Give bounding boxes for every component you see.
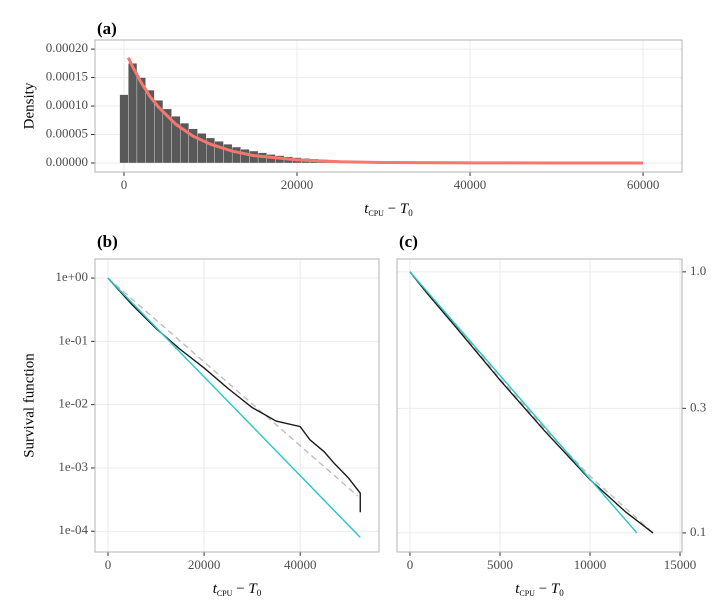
x-axis-title-part: 0 (408, 208, 413, 218)
panel-title: (b) (97, 232, 118, 251)
plot-border (94, 39, 683, 173)
x-axis-title-part: − (535, 581, 551, 597)
x-axis-title-part: T (400, 201, 410, 217)
histogram-bar (231, 146, 241, 164)
y-tick-label: 1e-03 (58, 459, 88, 474)
histogram-bar (128, 63, 138, 164)
y-tick-label: 0.3 (690, 399, 706, 414)
y-tick-label: 1e-01 (58, 332, 88, 347)
plot-border (396, 258, 683, 553)
survival-line (107, 277, 361, 538)
x-tick-label: 10000 (574, 557, 607, 572)
x-axis-title: tCPU − T0 (213, 581, 262, 598)
survival-line (409, 271, 654, 534)
y-tick-label: 1.0 (690, 263, 706, 278)
y-tick-label: 0.00010 (46, 97, 88, 112)
x-tick-label: 5000 (487, 557, 513, 572)
density-curve (126, 57, 644, 165)
histogram-bar (119, 94, 129, 164)
histogram-bar (136, 77, 146, 164)
histogram-bar (240, 149, 250, 164)
x-tick-label: 60000 (627, 177, 660, 192)
x-axis-title-part: t (515, 581, 520, 597)
x-axis-title-part: t (213, 581, 218, 597)
x-axis-title-part: 0 (559, 588, 564, 598)
y-tick-label: 0.00020 (46, 40, 88, 55)
x-tick-label: 0 (105, 557, 112, 572)
plot-border (94, 258, 380, 553)
x-axis-title-part: T (248, 581, 258, 597)
y-tick-label: 0.00015 (46, 69, 88, 84)
x-axis-title-part: − (232, 581, 248, 597)
x-axis-title-part: CPU (519, 589, 535, 598)
survival-line (409, 271, 638, 534)
x-axis-title-part: − (384, 201, 400, 217)
y-axis-title: Density (21, 82, 37, 129)
histogram-bar (223, 144, 233, 164)
x-tick-label: 0 (407, 557, 414, 572)
x-axis-title-part: T (551, 581, 561, 597)
survival-line (107, 277, 359, 497)
x-tick-label: 40000 (454, 177, 487, 192)
y-tick-label: 1e+00 (55, 269, 88, 284)
x-tick-label: 20000 (188, 557, 221, 572)
x-axis-title-part: CPU (217, 589, 233, 598)
x-tick-label: 0 (121, 177, 128, 192)
survival-line (409, 271, 654, 534)
y-tick-label: 1e-02 (58, 396, 88, 411)
plot-background (95, 259, 379, 552)
x-axis-title-part: 0 (257, 588, 262, 598)
y-tick-label: 0.00005 (46, 126, 88, 141)
x-tick-label: 15000 (664, 557, 697, 572)
panel-title: (c) (399, 232, 418, 251)
x-axis-title: tCPU − T0 (515, 581, 564, 598)
x-tick-label: 40000 (284, 557, 317, 572)
y-tick-label: 0.1 (690, 524, 706, 539)
plot-background (397, 259, 682, 552)
x-tick-label: 20000 (281, 177, 314, 192)
x-axis-title: tCPU − T0 (364, 201, 413, 218)
panel-title: (a) (97, 19, 117, 38)
y-axis-title: Survival function (21, 353, 37, 458)
x-axis-title-part: t (364, 201, 369, 217)
x-axis-title-part: CPU (368, 209, 384, 218)
y-tick-label: 0.00000 (46, 154, 88, 169)
y-tick-label: 1e-04 (58, 522, 88, 537)
